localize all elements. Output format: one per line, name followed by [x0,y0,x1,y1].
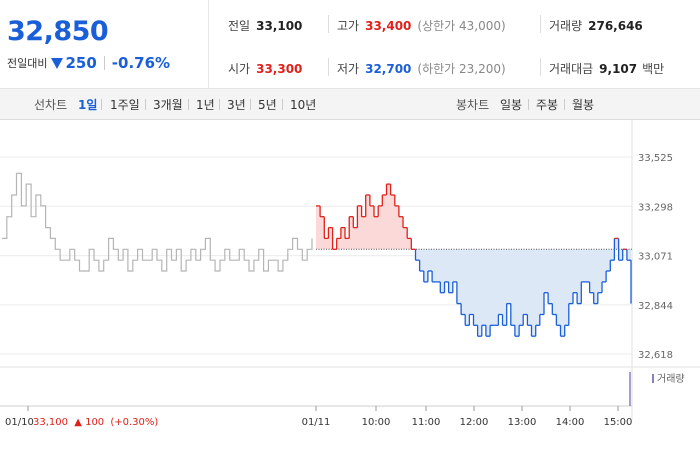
y-tick-label: 33,298 [638,202,673,213]
prev-day-summary: 33,100 ▲ 100 (+0.30%) [33,417,158,428]
quote-panel: 32,850 전일대비 250 -0.76% 전일 33,100 고가 33,4… [0,0,700,89]
open-label: 시가 [228,62,251,76]
divider [188,99,189,110]
volume-legend-swatch [652,374,654,383]
prev-day-date: 01/10 [5,417,34,428]
change-label: 전일대비 [7,57,48,70]
period-1w[interactable]: 1주일 [110,98,140,112]
prev-close-value: 33,100 [256,18,303,33]
open-value: 33,300 [256,61,303,76]
divider [540,15,541,33]
period-3m[interactable]: 3개월 [153,98,183,112]
change-amount: 250 [65,54,97,72]
divider [250,99,251,110]
change-percent: -0.76% [111,54,171,72]
down-triangle-icon [51,57,64,69]
x-tick-label: 14:00 [556,417,585,428]
up-triangle-icon: ▲ [74,417,82,428]
down-area [316,249,631,337]
candle-monthly[interactable]: 월봉 [572,98,595,112]
divider [103,56,105,70]
volume-value: 276,646 [588,18,643,33]
volume-label: 거래량 [549,19,583,33]
divider [328,15,329,33]
divider [328,58,329,76]
divider [540,58,541,76]
x-tick-label: 13:00 [508,417,537,428]
current-price: 32,850 [7,16,109,47]
divider [528,99,529,110]
divider [101,99,102,110]
high-value: 33,400 [365,18,412,33]
x-tick-label: 15:00 [604,417,633,428]
divider [564,99,565,110]
period-5y[interactable]: 5년 [258,98,277,112]
low-stat: 저가 32,700 (하한가 23,200) [337,60,506,77]
x-tick-label: 12:00 [460,417,489,428]
price-box: 32,850 전일대비 250 -0.76% [0,0,209,88]
period-1d[interactable]: 1일 [78,98,98,112]
prev-day-close: 33,100 [33,417,68,428]
chart-toolbar: 선차트 1일 1주일 3개월 1년 3년 5년 10년 봉차트 일봉 주봉 월봉 [0,89,700,120]
turnover-stat: 거래대금 9,107 백만 [549,60,670,77]
period-10y[interactable]: 10년 [290,98,317,112]
lower-limit: (하한가 23,200) [417,62,506,76]
turnover-value: 9,107 [599,61,638,76]
upper-limit: (상한가 43,000) [417,19,506,33]
y-tick-label: 32,844 [638,301,673,312]
low-value: 32,700 [365,61,412,76]
high-stat: 고가 33,400 (상한가 43,000) [337,17,506,34]
candle-daily[interactable]: 일봉 [500,98,523,112]
divider [282,99,283,110]
change-row: 전일대비 250 -0.76% [7,54,170,72]
prev-day-change: 100 [85,417,104,428]
divider [145,99,146,110]
turnover-label: 거래대금 [549,62,594,76]
prev-day-line [2,172,313,272]
prev-day-change-pct: (+0.30%) [110,417,158,428]
volume-legend-label: 거래량 [657,373,685,385]
line-chart-label: 선차트 [34,98,68,112]
y-tick-label: 33,525 [638,153,673,164]
divider [219,99,220,110]
period-1y[interactable]: 1년 [196,98,215,112]
high-label: 고가 [337,19,360,33]
candle-chart-label: 봉차트 [456,98,490,112]
y-tick-label: 32,618 [638,350,673,361]
low-label: 저가 [337,62,360,76]
x-tick-label: 11:00 [412,417,441,428]
prev-close-label: 전일 [228,19,251,33]
turnover-unit: 백만 [642,62,665,76]
volume-stat: 거래량 276,646 [549,17,643,34]
period-3y[interactable]: 3년 [227,98,246,112]
x-tick-label: 01/11 [302,417,331,428]
x-tick-label: 10:00 [362,417,391,428]
prev-close-stat: 전일 33,100 [228,17,302,34]
open-stat: 시가 33,300 [228,60,302,77]
y-tick-label: 33,071 [638,252,673,263]
candle-weekly[interactable]: 주봉 [536,98,559,112]
